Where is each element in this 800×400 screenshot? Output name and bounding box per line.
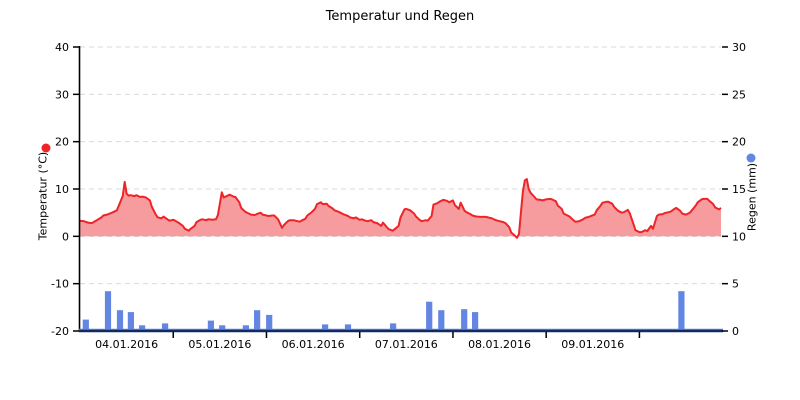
right-tick-label: 10 bbox=[732, 230, 746, 243]
rain-bar bbox=[127, 312, 134, 330]
rain-bar bbox=[219, 325, 226, 330]
rain-bar bbox=[162, 323, 169, 330]
left-tick-label: 0 bbox=[62, 230, 69, 243]
x-date-label: 04.01.2016 bbox=[95, 338, 158, 351]
rain-bar bbox=[266, 314, 273, 330]
temperature-legend-dot bbox=[41, 143, 51, 153]
rain-bar bbox=[82, 319, 89, 330]
rain-bar bbox=[678, 291, 685, 330]
left-tick-label: 20 bbox=[55, 136, 69, 149]
left-tick-label: 40 bbox=[55, 41, 69, 54]
right-tick-label: 5 bbox=[732, 278, 739, 291]
rain-bar bbox=[139, 325, 146, 330]
rain-bar bbox=[207, 320, 214, 330]
x-date-label: 06.01.2016 bbox=[282, 338, 345, 351]
right-tick-label: 0 bbox=[732, 325, 739, 338]
rain-legend-dot bbox=[746, 153, 756, 163]
rain-bar bbox=[116, 310, 124, 330]
rain-bar bbox=[254, 310, 261, 330]
rain-bar bbox=[104, 291, 112, 330]
temperature-line bbox=[79, 178, 722, 239]
left-tick-label: -10 bbox=[51, 278, 69, 291]
x-date-label: 05.01.2016 bbox=[188, 338, 251, 351]
rain-bar bbox=[472, 312, 479, 330]
right-tick-label: 25 bbox=[732, 88, 746, 101]
right-tick-label: 20 bbox=[732, 136, 746, 149]
rain-bar bbox=[322, 324, 329, 330]
left-tick-label: 30 bbox=[55, 88, 69, 101]
rain-bar bbox=[426, 301, 433, 330]
x-date-label: 09.01.2016 bbox=[561, 338, 624, 351]
chart-title: Temperatur und Regen bbox=[325, 9, 475, 24]
x-date-label: 07.01.2016 bbox=[375, 338, 438, 351]
x-date-label: 08.01.2016 bbox=[468, 338, 531, 351]
rain-bar bbox=[344, 324, 352, 330]
rain-bar bbox=[390, 323, 397, 330]
rain-bar bbox=[242, 325, 249, 330]
left-tick-label: 10 bbox=[55, 183, 69, 196]
rain-bar bbox=[438, 310, 445, 330]
right-tick-label: 30 bbox=[732, 41, 746, 54]
left-tick-label: -20 bbox=[51, 325, 69, 338]
right-tick-label: 15 bbox=[732, 183, 746, 196]
temperature-area bbox=[80, 179, 721, 237]
rain-bar bbox=[461, 309, 468, 330]
